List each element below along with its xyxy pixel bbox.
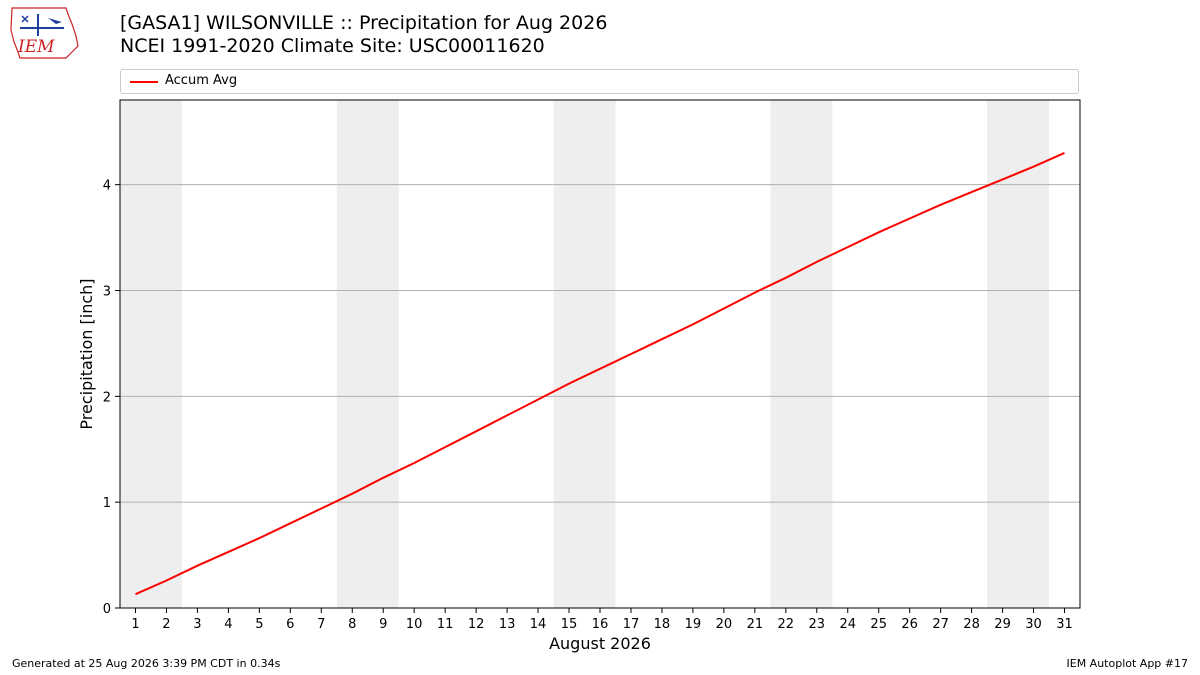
- x-tick-label-30: 30: [1025, 617, 1042, 632]
- x-tick-label-7: 7: [317, 617, 325, 632]
- weekend-band-2: [336, 100, 399, 608]
- y-tick-label-1: 1: [103, 496, 111, 511]
- weekend-band-1: [120, 100, 182, 608]
- x-tick-label-12: 12: [468, 617, 485, 632]
- generated-timestamp: Generated at 25 Aug 2026 3:39 PM CDT in …: [12, 657, 281, 670]
- y-tick-label-4: 4: [103, 179, 111, 194]
- x-tick-label-18: 18: [654, 617, 671, 632]
- y-tick-label-0: 0: [103, 602, 111, 617]
- x-tick-label-2: 2: [162, 617, 170, 632]
- autoplot-app-label: IEM Autoplot App #17: [1066, 657, 1189, 670]
- x-tick-label-13: 13: [499, 617, 516, 632]
- x-tick-label-23: 23: [809, 617, 826, 632]
- chart-title: [GASA1] WILSONVILLE :: Precipitation for…: [120, 12, 607, 58]
- title-line-2: NCEI 1991-2020 Climate Site: USC00011620: [120, 35, 545, 57]
- x-tick-label-5: 5: [255, 617, 263, 632]
- x-tick-label-24: 24: [839, 617, 856, 632]
- weekend-band-3: [553, 100, 616, 608]
- x-tick-label-6: 6: [286, 617, 294, 632]
- y-tick-label-3: 3: [103, 285, 111, 300]
- x-tick-label-1: 1: [131, 617, 139, 632]
- x-tick-label-14: 14: [530, 617, 547, 632]
- iem-logo: IEM: [10, 7, 79, 59]
- weekend-band-5: [987, 100, 1050, 608]
- x-tick-label-19: 19: [685, 617, 702, 632]
- x-tick-label-27: 27: [932, 617, 949, 632]
- x-tick-label-28: 28: [963, 617, 980, 632]
- series-line-accum-avg: [135, 151, 1065, 596]
- x-tick-label-29: 29: [994, 617, 1011, 632]
- x-tick-label-17: 17: [623, 617, 640, 632]
- x-tick-label-9: 9: [379, 617, 387, 632]
- x-tick-label-31: 31: [1056, 617, 1073, 632]
- y-tick-label-2: 2: [103, 390, 111, 405]
- x-tick-label-22: 22: [778, 617, 795, 632]
- x-tick-label-3: 3: [193, 617, 201, 632]
- x-tick-label-15: 15: [561, 617, 578, 632]
- legend: Accum Avg: [120, 69, 1079, 94]
- x-tick-label-11: 11: [437, 617, 454, 632]
- x-tick-label-10: 10: [406, 617, 423, 632]
- x-tick-label-20: 20: [716, 617, 733, 632]
- y-axis-label: Precipitation [inch]: [77, 278, 96, 429]
- legend-label: Accum Avg: [165, 73, 238, 88]
- x-tick-label-8: 8: [348, 617, 356, 632]
- svg-text:IEM: IEM: [17, 37, 55, 57]
- x-tick-label-21: 21: [747, 617, 764, 632]
- title-line-1: [GASA1] WILSONVILLE :: Precipitation for…: [120, 12, 608, 34]
- weekend-band-4: [770, 100, 833, 608]
- legend-line-swatch: [130, 81, 158, 83]
- x-tick-label-16: 16: [592, 617, 609, 632]
- x-tick-label-4: 4: [224, 617, 232, 632]
- x-axis-label: August 2026: [549, 634, 651, 653]
- x-tick-label-26: 26: [901, 617, 918, 632]
- x-tick-label-25: 25: [870, 617, 887, 632]
